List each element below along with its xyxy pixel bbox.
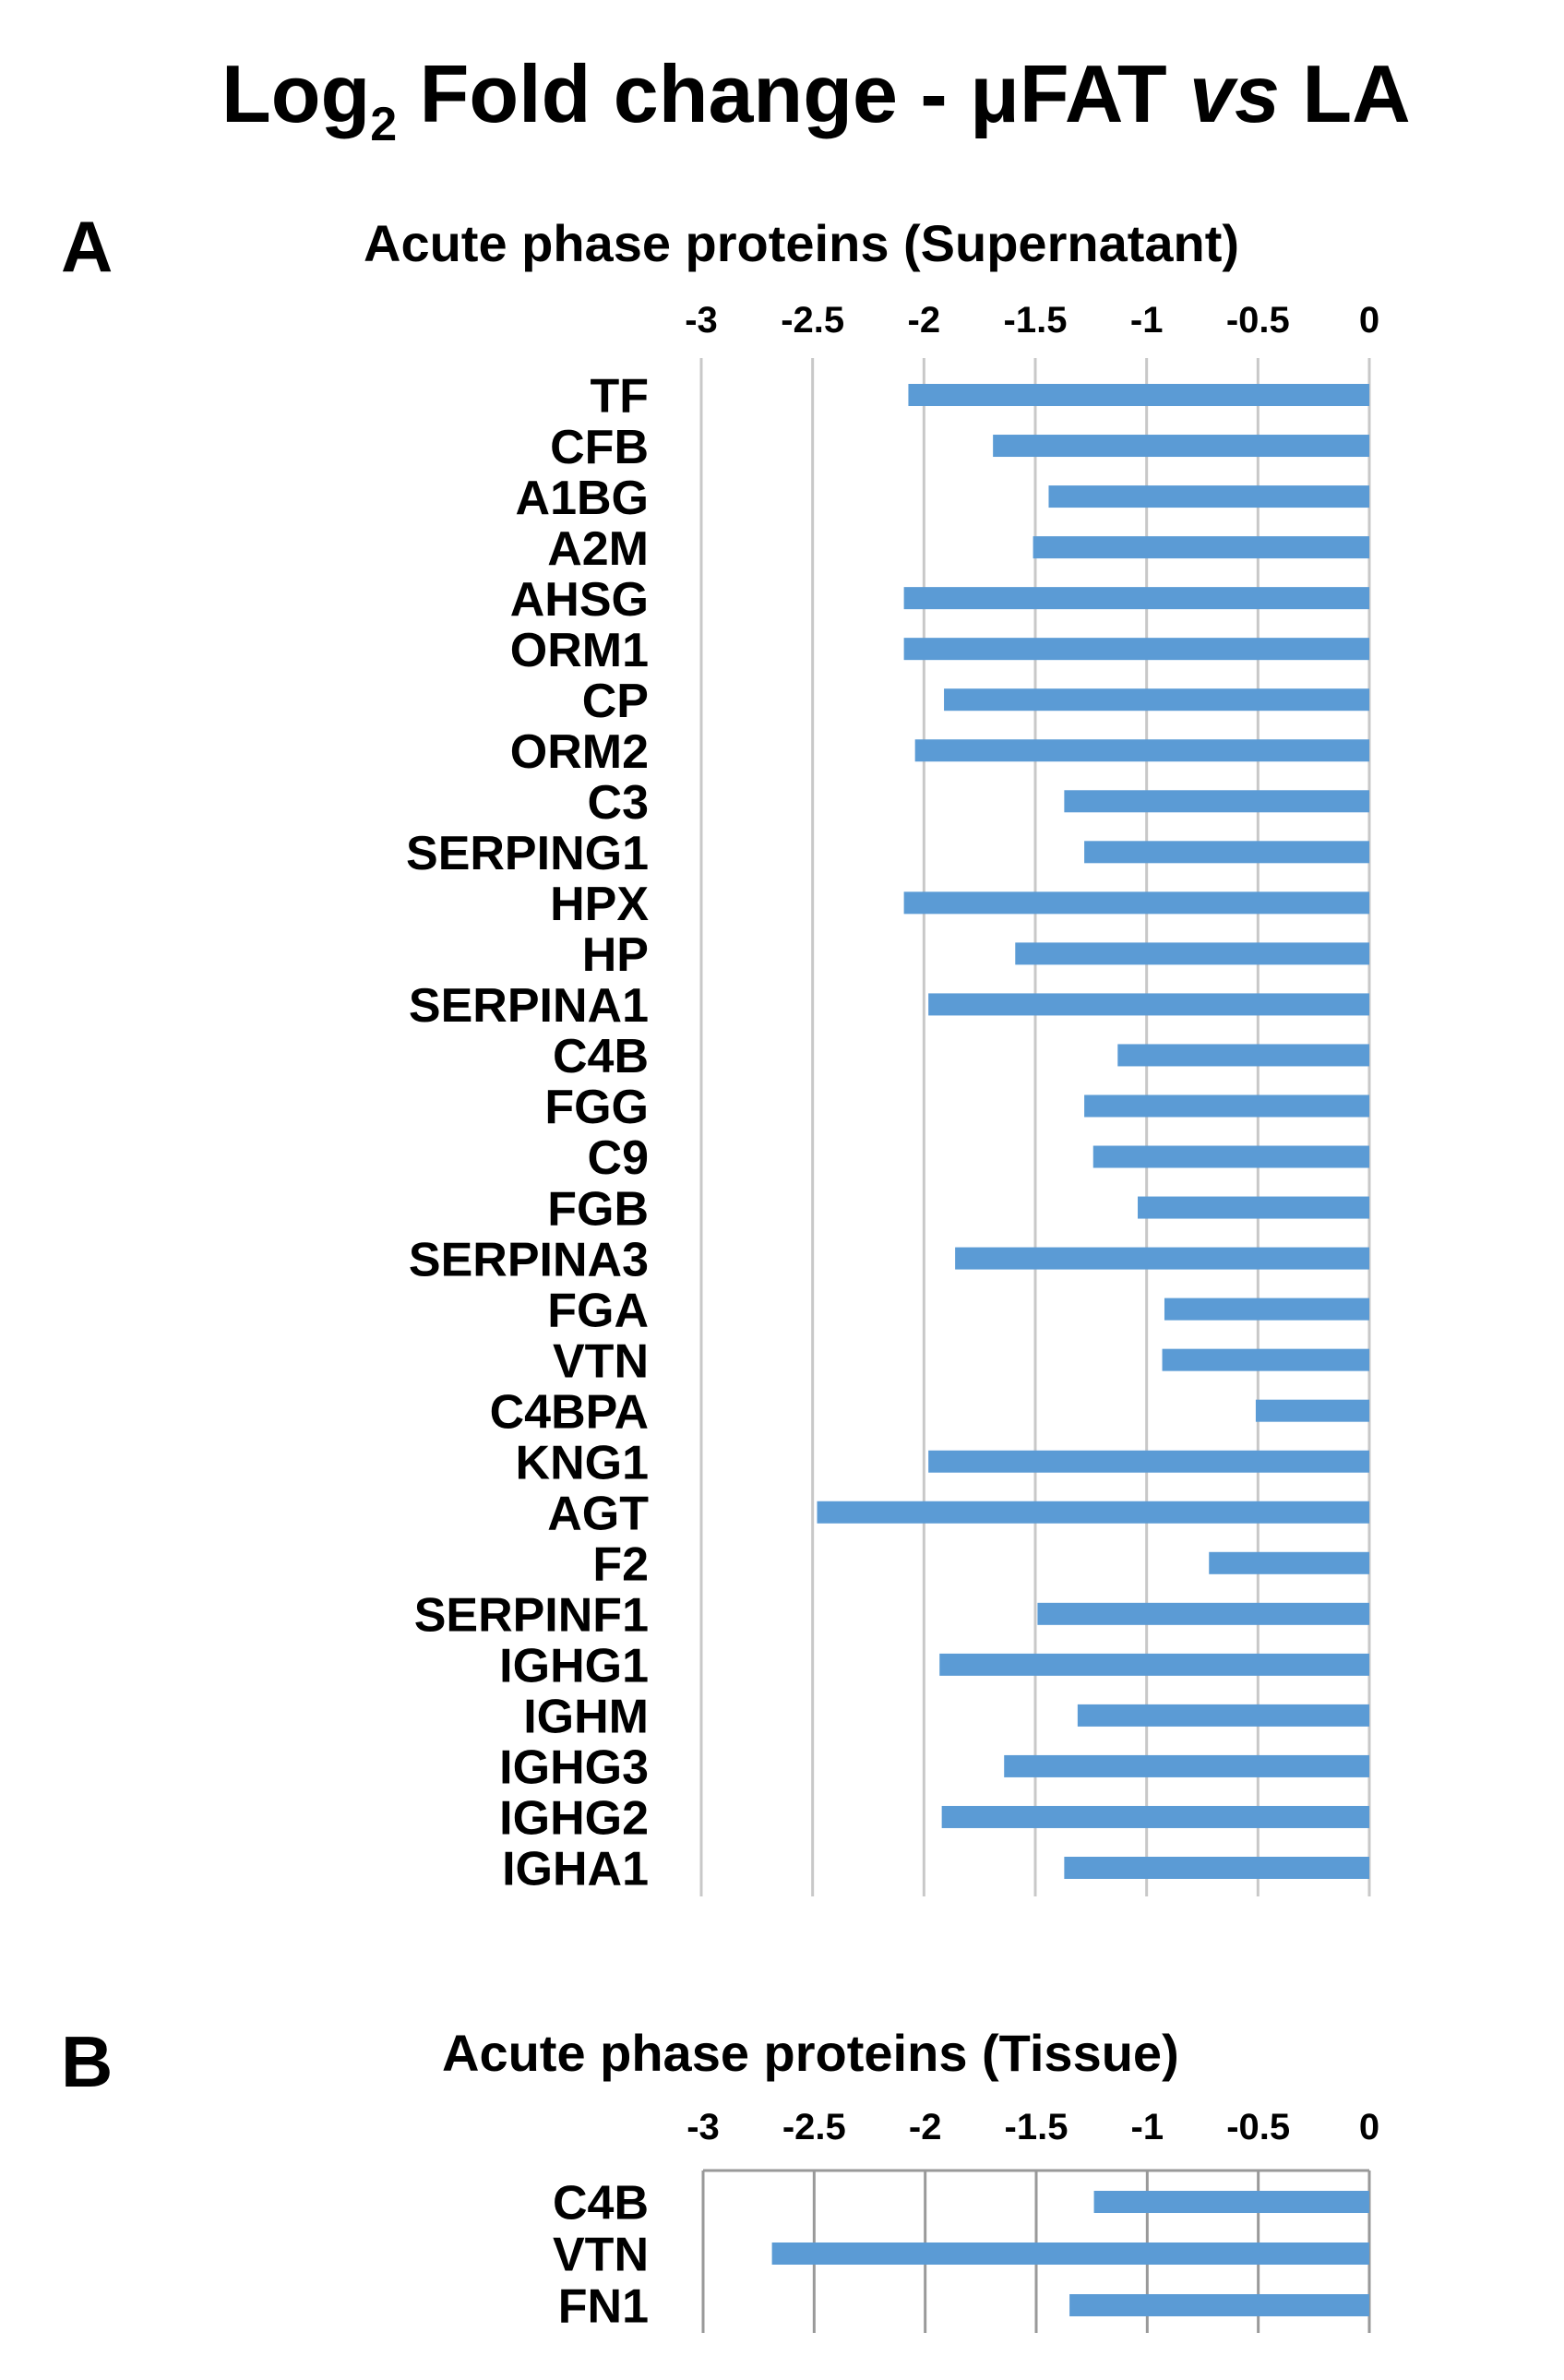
bar xyxy=(1077,1704,1369,1727)
bar xyxy=(1048,485,1369,508)
category-label: IGHG2 xyxy=(499,1792,649,1846)
category-label: FN1 xyxy=(558,2280,649,2334)
x-tick-label: -2 xyxy=(909,2107,942,2147)
panel-letter-b: B xyxy=(61,2021,113,2102)
category-label: AGT xyxy=(547,1487,649,1540)
category-label: CP xyxy=(582,675,649,728)
x-tick-label: -1 xyxy=(1130,300,1164,341)
category-label: SERPINA3 xyxy=(409,1233,649,1286)
category-label: F2 xyxy=(592,1538,649,1592)
category-label: C9 xyxy=(588,1131,649,1185)
bar xyxy=(914,739,1369,762)
category-label: C4B xyxy=(553,2177,649,2231)
bar xyxy=(928,1450,1369,1473)
category-label: C3 xyxy=(588,776,649,830)
x-tick-label: -3 xyxy=(685,300,718,341)
panel-a-title: Acute phase proteins (Supernatant) xyxy=(364,214,1240,272)
x-tick-label: -1 xyxy=(1131,2107,1164,2147)
category-label: SERPINF1 xyxy=(414,1589,649,1643)
bar xyxy=(771,2242,1369,2265)
panel-letter-a: A xyxy=(61,206,113,287)
category-label: FGG xyxy=(544,1081,649,1134)
category-label: ORM2 xyxy=(510,725,649,779)
bar xyxy=(1037,1602,1369,1625)
bar xyxy=(1084,841,1369,864)
bar xyxy=(903,587,1369,610)
x-tick-label: 0 xyxy=(1359,300,1379,341)
x-tick-label: -3 xyxy=(686,2107,720,2147)
bar xyxy=(1093,2191,1369,2213)
category-label: TF xyxy=(590,370,649,424)
x-tick-label: -1.5 xyxy=(1004,300,1068,341)
bar xyxy=(955,1247,1369,1270)
x-tick-label: -0.5 xyxy=(1226,2107,1290,2147)
category-label: C4BPA xyxy=(490,1385,649,1439)
bar xyxy=(944,688,1369,712)
x-tick-label: 0 xyxy=(1359,2107,1379,2147)
category-label: A1BG xyxy=(516,472,649,525)
bar xyxy=(903,638,1369,661)
panel-b-title: Acute phase proteins (Tissue) xyxy=(442,2024,1179,2082)
x-tick-label: -0.5 xyxy=(1226,300,1290,341)
category-label: VTN xyxy=(553,2229,649,2282)
bar xyxy=(941,1805,1369,1828)
bar xyxy=(1255,1399,1369,1422)
bar xyxy=(1064,790,1369,813)
category-label: SERPINA1 xyxy=(409,979,649,1033)
x-tick-label: -2.5 xyxy=(781,300,844,341)
x-tick-label: -2.5 xyxy=(782,2107,846,2147)
category-label: C4B xyxy=(553,1030,649,1083)
chart-a: -3 -2.5 -2 -1.5 -1 -0.5 0TFCFBA1BGA2MAHSGORM1C… xyxy=(406,300,1379,1896)
category-label: CFB xyxy=(550,421,649,474)
category-label: HPX xyxy=(550,878,649,931)
bar xyxy=(1162,1348,1369,1371)
bar xyxy=(993,435,1369,458)
bar xyxy=(1069,2294,1369,2316)
category-label: ORM1 xyxy=(510,624,649,677)
bar xyxy=(1084,1094,1369,1118)
bar xyxy=(908,384,1369,406)
category-label: VTN xyxy=(553,1334,649,1388)
bar xyxy=(1033,536,1369,559)
bar xyxy=(1117,1044,1369,1067)
bar xyxy=(1209,1551,1369,1574)
bar xyxy=(1015,942,1369,965)
bar xyxy=(903,891,1369,915)
category-label: IGHA1 xyxy=(502,1843,649,1896)
x-tick-label: -2 xyxy=(908,300,941,341)
category-label: IGHG3 xyxy=(499,1741,649,1795)
category-label: A2M xyxy=(547,522,649,576)
bar xyxy=(1138,1196,1369,1219)
category-label: IGHG1 xyxy=(499,1640,649,1693)
bar xyxy=(939,1653,1369,1676)
bar xyxy=(1004,1754,1369,1777)
category-label: HP xyxy=(582,928,649,982)
category-label: IGHM xyxy=(523,1691,649,1744)
main-title: Log2 Fold change - μFAT vs LA xyxy=(221,48,1411,151)
category-label: SERPING1 xyxy=(406,827,649,880)
bar xyxy=(1092,1145,1369,1168)
category-label: FGA xyxy=(547,1284,649,1337)
x-tick-label: -1.5 xyxy=(1005,2107,1069,2147)
category-label: KNG1 xyxy=(516,1436,649,1489)
bar xyxy=(1064,1857,1369,1879)
bar xyxy=(928,993,1369,1016)
category-label: FGB xyxy=(547,1182,649,1236)
bar xyxy=(817,1501,1369,1524)
bar xyxy=(1164,1298,1369,1321)
category-label: AHSG xyxy=(510,573,649,627)
